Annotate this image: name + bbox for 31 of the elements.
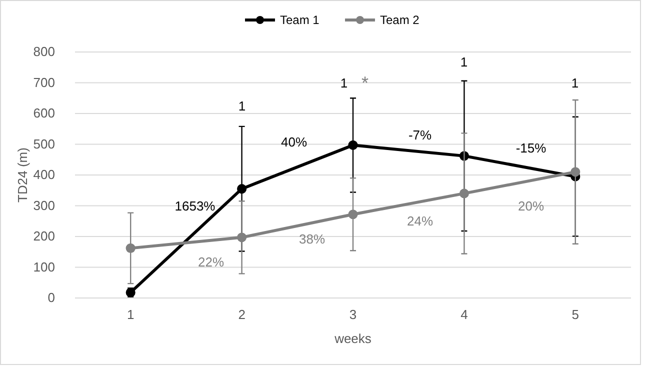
x-tick-label: 2 <box>238 307 246 322</box>
x-axis-title: weeks <box>334 331 372 346</box>
annotation: 1 <box>340 75 348 90</box>
y-tick-label: 0 <box>48 290 55 306</box>
annotation: -15% <box>516 140 547 156</box>
legend-label: Team 1 <box>280 13 320 27</box>
annotation: 1 <box>460 54 468 70</box>
x-tick-label: 1 <box>126 307 134 322</box>
x-tick-label: 3 <box>349 307 357 322</box>
annotation: * <box>361 72 369 93</box>
annotation: 22% <box>198 254 224 270</box>
annotation: 1653% <box>174 198 216 214</box>
y-tick-label: 700 <box>33 74 55 90</box>
y-tick-label: 800 <box>33 44 55 60</box>
x-tick-label: 4 <box>460 307 468 322</box>
y-tick-label: 100 <box>33 259 55 274</box>
annotation: 20% <box>518 198 544 214</box>
x-tick-label: 5 <box>572 307 580 322</box>
annotation: 40% <box>280 134 308 150</box>
y-tick-label: 400 <box>33 167 55 182</box>
y-axis-title: TD24 (m) <box>15 148 30 202</box>
y-tick-label: 300 <box>33 198 55 213</box>
annotation: -7% <box>408 127 432 142</box>
y-tick-label: 600 <box>33 106 55 121</box>
legend-label: Team 2 <box>380 13 420 27</box>
annotation: 24% <box>406 213 434 228</box>
annotation: 1 <box>238 98 246 114</box>
annotation: 38% <box>298 231 326 246</box>
y-tick-label: 200 <box>33 228 55 244</box>
y-tick-label: 500 <box>33 136 55 152</box>
annotation: 1 <box>571 75 579 90</box>
